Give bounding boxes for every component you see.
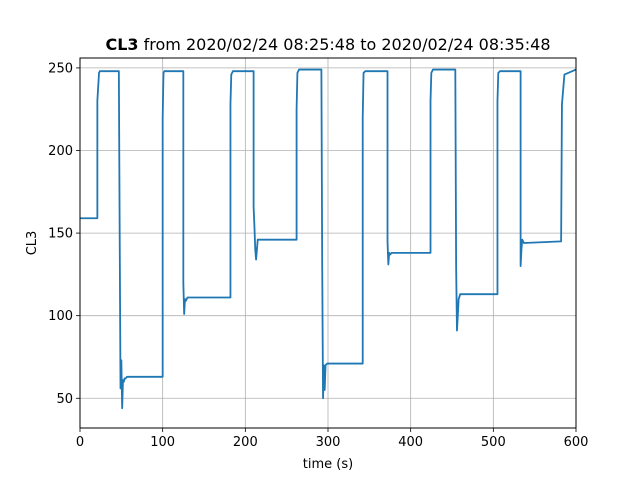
y-tick-label: 250 xyxy=(48,61,73,76)
x-tick-label: 500 xyxy=(481,435,506,450)
x-tick-label: 0 xyxy=(76,435,84,450)
chart-title-bold: CL3 xyxy=(105,35,138,54)
x-axis-label: time (s) xyxy=(303,457,353,472)
y-tick-label: 200 xyxy=(48,144,73,159)
x-tick-label: 600 xyxy=(564,435,589,450)
y-tick-label: 50 xyxy=(56,392,73,407)
series-layer xyxy=(80,68,577,410)
y-axis-label: CL3 xyxy=(25,231,40,256)
x-tick-label: 100 xyxy=(150,435,175,450)
ticks: 0 100 200 300 400 500 600 50 100 150 200 250 xyxy=(48,61,588,450)
chart-title: CL3 from 2020/02/24 08:25:48 to 2020/02/… xyxy=(105,35,550,54)
y-tick-label: 100 xyxy=(48,309,73,324)
series-line-1 xyxy=(80,68,577,410)
x-tick-label: 300 xyxy=(316,435,341,450)
chart-title-rest: from 2020/02/24 08:25:48 to 2020/02/24 0… xyxy=(139,35,551,54)
x-tick-label: 400 xyxy=(398,435,423,450)
x-tick-label: 200 xyxy=(233,435,258,450)
y-tick-label: 150 xyxy=(48,227,73,242)
